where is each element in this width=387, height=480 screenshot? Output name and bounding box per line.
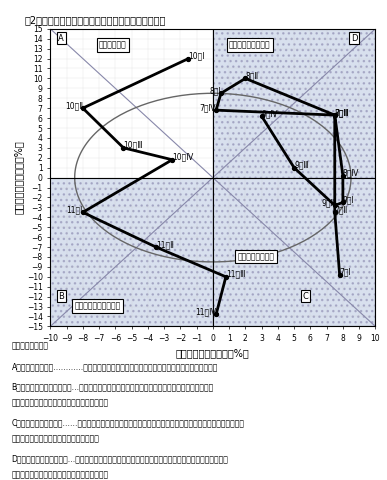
Polygon shape	[213, 178, 375, 326]
Text: 9年Ⅱ: 9年Ⅱ	[322, 198, 335, 207]
Text: 10年Ⅱ: 10年Ⅱ	[65, 101, 83, 110]
Text: B: B	[58, 292, 64, 300]
Point	[153, 243, 159, 251]
Point	[218, 89, 224, 97]
Point	[340, 199, 346, 206]
Point	[80, 104, 86, 112]
Text: （景気拡大期）: （景気拡大期）	[12, 434, 99, 443]
Point	[223, 273, 229, 281]
Text: （景気後退初期期）: （景気後退初期期）	[12, 470, 109, 479]
Point	[120, 144, 127, 152]
Text: 11年Ⅰ: 11年Ⅰ	[67, 205, 83, 215]
Text: 各在庫局面の説明: 各在庫局面の説明	[12, 342, 48, 351]
Polygon shape	[50, 29, 213, 178]
Text: 9年Ⅲ: 9年Ⅲ	[294, 161, 309, 170]
Y-axis label: 在庫指数前年同期比（%）: 在庫指数前年同期比（%）	[14, 141, 24, 215]
Text: 8年Ⅳ: 8年Ⅳ	[343, 168, 359, 178]
Point	[332, 111, 338, 119]
Text: 9年Ⅳ: 9年Ⅳ	[262, 109, 278, 118]
Text: B「意図せざる在庫減局面」…景気が回復し始めるが、生産は停滞しており、在庫が減少する。: B「意図せざる在庫減局面」…景気が回復し始めるが、生産は停滞しており、在庫が減少…	[12, 382, 214, 391]
Text: C: C	[302, 292, 308, 300]
Point	[332, 202, 338, 209]
Text: 10年Ⅰ: 10年Ⅰ	[188, 51, 205, 60]
Text: 在庫積み増し局面: 在庫積み増し局面	[237, 252, 274, 261]
Text: D「在庫積み上がり局面」…供給が需要より多くなると、在庫過剰になり在庫の積み上がりが起きる。: D「在庫積み上がり局面」…供給が需要より多くなると、在庫過剰になり在庫の積み上が…	[12, 454, 228, 463]
Text: 7年Ⅳ: 7年Ⅳ	[200, 103, 216, 112]
Point	[340, 172, 346, 180]
Point	[213, 106, 219, 114]
X-axis label: 生産指数前年同期比（%）: 生産指数前年同期比（%）	[176, 348, 250, 359]
Text: 8年Ⅰ: 8年Ⅰ	[209, 86, 221, 96]
Text: 11年Ⅲ: 11年Ⅲ	[226, 270, 245, 279]
Polygon shape	[213, 29, 375, 178]
Text: （景気拡大初期）: （景気拡大初期）	[12, 398, 109, 407]
Text: 10年Ⅲ: 10年Ⅲ	[123, 141, 143, 150]
Text: A「在庫調整局面」…………在庫過剰のため、生産を押えて在庫を調整する。（景気後退期）: A「在庫調整局面」…………在庫過剰のため、生産を押えて在庫を調整する。（景気後退…	[12, 362, 218, 371]
Text: A: A	[58, 34, 64, 43]
Text: 11年Ⅳ: 11年Ⅳ	[195, 308, 216, 316]
Point	[242, 74, 248, 82]
Point	[291, 164, 297, 171]
Text: 7年Ⅰ: 7年Ⅰ	[340, 268, 351, 277]
Point	[169, 156, 175, 164]
Text: 第2図　生産・在庫の関係と在庫局面（在庫循環図）: 第2図 生産・在庫の関係と在庫局面（在庫循環図）	[24, 15, 166, 25]
Text: D: D	[351, 34, 358, 43]
Text: C「在庫積み増し局面」……景気が供給より多くなると、生産を拡大し、在庫を積み増して需要に対応する。: C「在庫積み増し局面」……景気が供給より多くなると、生産を拡大し、在庫を積み増し…	[12, 418, 245, 427]
Point	[337, 271, 343, 279]
Point	[332, 111, 338, 119]
Text: 8年Ⅲ: 8年Ⅲ	[335, 108, 349, 117]
Text: 意図せざる在庫減局面: 意図せざる在庫減局面	[75, 301, 121, 311]
Point	[80, 208, 86, 216]
Text: 在庫積み上がり局面: 在庫積み上がり局面	[229, 41, 271, 50]
Text: 10年Ⅳ: 10年Ⅳ	[172, 153, 194, 162]
Point	[332, 208, 338, 216]
Polygon shape	[50, 178, 213, 326]
Text: 7年Ⅱ: 7年Ⅱ	[335, 205, 348, 215]
Text: 11年Ⅱ: 11年Ⅱ	[156, 240, 174, 249]
Point	[259, 112, 265, 120]
Text: 8年Ⅱ: 8年Ⅱ	[245, 72, 259, 81]
Text: 9年Ⅰ: 9年Ⅰ	[343, 195, 354, 204]
Point	[213, 311, 219, 318]
Point	[185, 55, 192, 62]
Text: 在庫調整局面: 在庫調整局面	[99, 41, 127, 50]
Text: 7年Ⅲ: 7年Ⅲ	[335, 108, 349, 117]
